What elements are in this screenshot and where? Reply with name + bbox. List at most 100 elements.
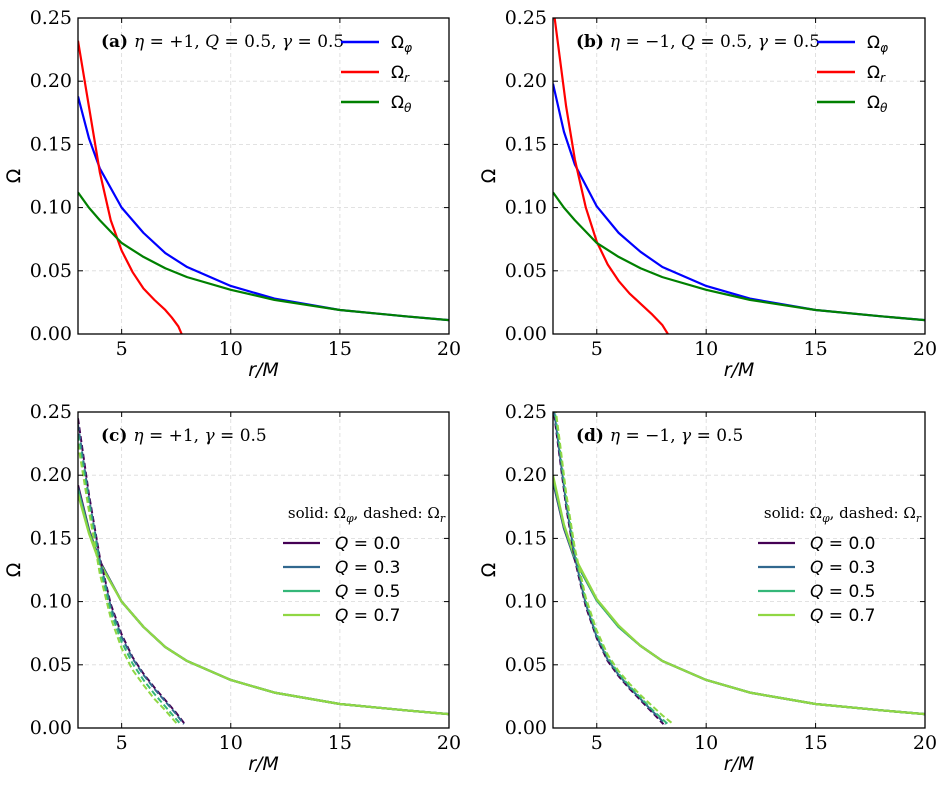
series-group [78,40,449,334]
legend: Ωφ​ Ωr​ Ωθ​ [817,33,888,115]
panel-title: (a) η = +1, Q = 0.5, γ = 0.5 [101,32,344,52]
legend-label: Ωθ​ [867,93,888,115]
series-group [553,412,925,725]
x-tick-label: 5 [116,732,128,754]
panel-c: 5 10 15 20 0.00 0.05 0.10 0.15 0.20 0.25 r/M Ω (c) η… [3,401,461,775]
axes-frame [552,411,926,729]
series-group [553,18,925,334]
axes-frame [77,411,450,729]
y-tick-label: 0.05 [505,260,547,282]
x-tick-label: 20 [913,732,937,754]
series-line [78,493,449,716]
x-tick-label: 10 [694,338,718,360]
series-line [78,418,186,725]
series-group [78,418,449,725]
y-tick-label: 0.10 [30,591,72,613]
y-tick-label: 0.20 [30,464,72,486]
x-axis-label: r/M [248,753,279,775]
y-axis-label: Ω [3,169,25,184]
x-axis-label: r/M [724,359,755,381]
x-tick-label: 10 [219,732,243,754]
y-tick-label: 0.05 [30,260,72,282]
y-tick-label: 0.25 [30,7,72,29]
y-tick-label: 0.00 [505,717,547,739]
y-axis-label: Ω [478,169,500,184]
series-line [78,40,183,334]
series-line [553,83,925,322]
series-line [78,434,182,725]
legend-label: Q = 0.5 [335,582,400,602]
y-tick-label: 0.25 [505,401,547,423]
series-line [78,490,449,716]
panel-title: (b) η = −1, Q = 0.5, γ = 0.5 [576,32,820,52]
y-tick-label: 0.15 [505,527,547,549]
y-tick-label: 0.20 [505,464,547,486]
x-tick-label: 20 [913,338,937,360]
y-tick-label: 0.20 [30,70,72,92]
x-tick-label: 10 [694,732,718,754]
panel-title: (c) η = +1, γ = 0.5 [101,426,267,446]
legend: Ωφ​ Ωr​ Ωθ​ [341,33,412,115]
y-tick-label: 0.10 [30,197,72,219]
legend-label: Q = 0.0 [335,534,400,554]
y-tick-label: 0.05 [505,654,547,676]
x-tick-label: 15 [328,732,352,754]
x-tick-label: 5 [591,338,603,360]
y-tick-label: 0.00 [30,717,72,739]
series-line [554,412,674,725]
y-tick-label: 0.00 [505,323,547,345]
legend-label: Q = 0.0 [810,534,875,554]
legend-label: Q = 0.7 [810,606,875,626]
x-tick-label: 15 [803,338,827,360]
panel-b: 5 10 15 20 0.00 0.05 0.10 0.15 0.20 0.25 r/M Ω (b) η… [478,7,937,381]
series-line [78,191,449,322]
x-axis-label: r/M [248,359,279,381]
panel-d: 5 10 15 20 0.00 0.05 0.10 0.15 0.20 0.25 r/M Ω (d) η… [478,401,937,775]
x-tick-label: 5 [591,732,603,754]
y-tick-label: 0.05 [30,654,72,676]
axes-frame [552,17,926,335]
y-tick-label: 0.10 [505,591,547,613]
series-line [553,412,665,725]
legend-title: solid: Ωφ​, dashed: Ωr​ [288,504,446,525]
y-tick-label: 0.10 [505,197,547,219]
x-tick-label: 20 [437,338,461,360]
x-tick-label: 15 [803,732,827,754]
y-tick-label: 0.25 [505,7,547,29]
y-axis-label: Ω [478,563,500,578]
y-tick-label: 0.15 [30,527,72,549]
x-tick-label: 10 [219,338,243,360]
y-tick-label: 0.25 [30,401,72,423]
legend-label: Ωr​ [867,63,886,85]
legend-label: Ωφ​ [867,33,888,55]
panel-a: 5 10 15 20 0.00 0.05 0.10 0.15 0.20 0.25 r/M Ω (a) η… [3,7,461,381]
y-tick-label: 0.15 [30,133,72,155]
legend-label: Ωr​ [391,63,410,85]
y-tick-label: 0.20 [505,70,547,92]
x-tick-label: 20 [437,732,461,754]
series-line [78,443,179,725]
legend-label: Q = 0.3 [810,558,875,578]
legend-label: Q = 0.7 [335,606,400,626]
series-line [553,18,669,334]
panel-title: (d) η = −1, γ = 0.5 [576,426,743,446]
legend-label: Q = 0.3 [335,558,400,578]
legend-label: Ωθ​ [391,93,412,115]
series-line [78,424,185,725]
y-tick-label: 0.00 [30,323,72,345]
y-axis-label: Ω [3,563,25,578]
series-line [553,191,925,322]
legend-title: solid: Ωφ​, dashed: Ωr​ [764,504,922,525]
axes-frame [77,17,450,335]
legend: solid: Ωφ​, dashed: Ωr​ Q = 0.0 Q = 0.3 Q =… [283,504,446,626]
legend-label: Q = 0.5 [810,582,875,602]
legend: solid: Ωφ​, dashed: Ωr​ Q = 0.0 Q = 0.3 Q =… [758,504,922,626]
x-tick-label: 5 [116,338,128,360]
x-tick-label: 15 [328,338,352,360]
y-tick-label: 0.15 [505,133,547,155]
legend-label: Ωφ​ [391,33,412,55]
series-line [78,96,449,322]
series-line [553,412,667,725]
x-axis-label: r/M [724,753,755,775]
